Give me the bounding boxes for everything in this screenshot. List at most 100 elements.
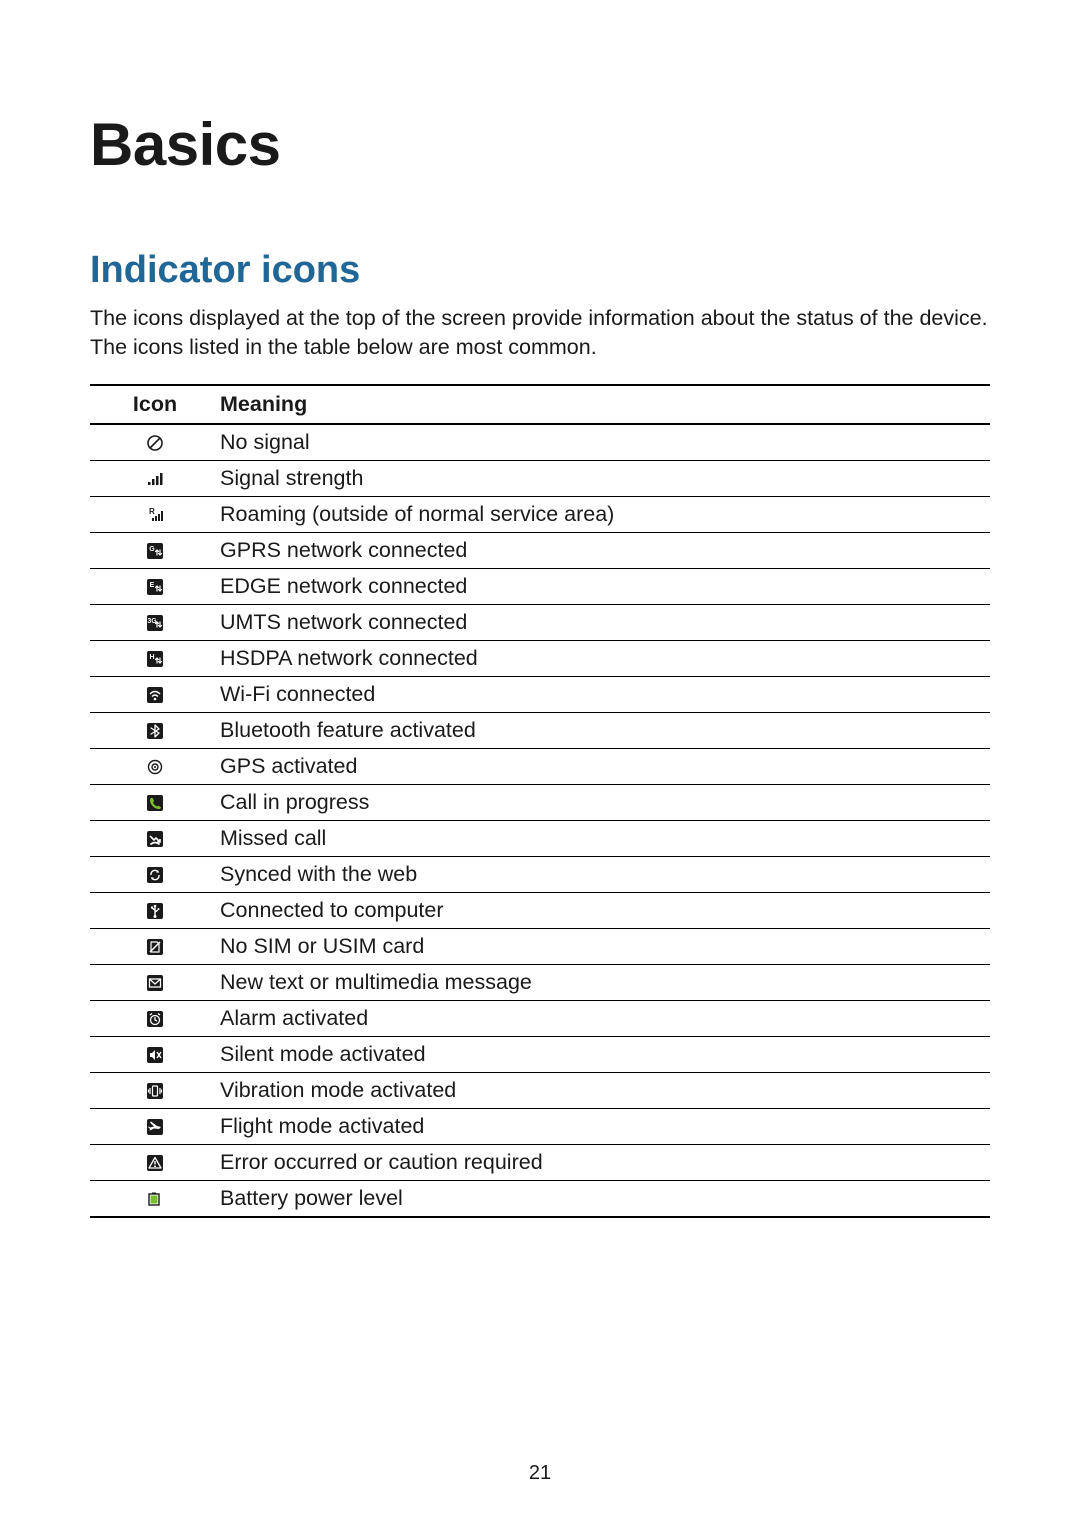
table-row: No SIM or USIM card	[90, 929, 990, 965]
call-icon-cell	[90, 785, 220, 821]
wifi-icon	[145, 685, 165, 705]
section-title: Indicator icons	[90, 249, 990, 292]
sync-icon	[145, 865, 165, 885]
svg-text:G: G	[149, 546, 155, 553]
no-sim-icon	[145, 937, 165, 957]
table-row: Alarm activated	[90, 1001, 990, 1037]
table-row: Missed call	[90, 821, 990, 857]
usb-icon-cell	[90, 893, 220, 929]
bluetooth-icon	[145, 721, 165, 741]
page-number: 21	[0, 1462, 1080, 1485]
meaning-cell: Call in progress	[220, 785, 990, 821]
meaning-cell: Vibration mode activated	[220, 1073, 990, 1109]
intro-paragraph: The icons displayed at the top of the sc…	[90, 304, 990, 362]
meaning-cell: UMTS network connected	[220, 605, 990, 641]
battery-icon	[145, 1189, 165, 1209]
table-row: H HSDPA network connected	[90, 641, 990, 677]
meaning-cell: HSDPA network connected	[220, 641, 990, 677]
error-icon	[145, 1153, 165, 1173]
table-row: G GPRS network connected	[90, 533, 990, 569]
edge-icon-cell: E	[90, 569, 220, 605]
column-header-icon: Icon	[90, 385, 220, 424]
svg-text:H: H	[149, 654, 154, 661]
error-icon-cell	[90, 1145, 220, 1181]
sync-icon-cell	[90, 857, 220, 893]
meaning-cell: Error occurred or caution required	[220, 1145, 990, 1181]
alarm-icon-cell	[90, 1001, 220, 1037]
table-row: 3G UMTS network connected	[90, 605, 990, 641]
meaning-cell: No signal	[220, 424, 990, 461]
hsdpa-icon: H	[145, 649, 165, 669]
signal-icon-cell	[90, 461, 220, 497]
silent-icon	[145, 1045, 165, 1065]
flight-icon	[145, 1117, 165, 1137]
table-row: Wi-Fi connected	[90, 677, 990, 713]
meaning-cell: Wi-Fi connected	[220, 677, 990, 713]
table-row: Connected to computer	[90, 893, 990, 929]
usb-icon	[145, 901, 165, 921]
table-row: Silent mode activated	[90, 1037, 990, 1073]
bluetooth-icon-cell	[90, 713, 220, 749]
silent-icon-cell	[90, 1037, 220, 1073]
table-row: Signal strength	[90, 461, 990, 497]
indicator-icons-table: Icon Meaning No signalSignal strength R Ro…	[90, 384, 990, 1218]
wifi-icon-cell	[90, 677, 220, 713]
column-header-meaning: Meaning	[220, 385, 990, 424]
table-row: GPS activated	[90, 749, 990, 785]
page: Basics Indicator icons The icons display…	[0, 0, 1080, 1527]
missed-call-icon	[145, 829, 165, 849]
meaning-cell: Battery power level	[220, 1181, 990, 1218]
alarm-icon	[145, 1009, 165, 1029]
signal-icon	[145, 469, 165, 489]
page-title: Basics	[90, 110, 990, 179]
table-row: Synced with the web	[90, 857, 990, 893]
meaning-cell: Alarm activated	[220, 1001, 990, 1037]
meaning-cell: Flight mode activated	[220, 1109, 990, 1145]
hsdpa-icon-cell: H	[90, 641, 220, 677]
gps-icon-cell	[90, 749, 220, 785]
meaning-cell: Connected to computer	[220, 893, 990, 929]
meaning-cell: Bluetooth feature activated	[220, 713, 990, 749]
message-icon-cell	[90, 965, 220, 1001]
meaning-cell: Signal strength	[220, 461, 990, 497]
meaning-cell: GPS activated	[220, 749, 990, 785]
battery-icon-cell	[90, 1181, 220, 1218]
vibrate-icon-cell	[90, 1073, 220, 1109]
meaning-cell: Silent mode activated	[220, 1037, 990, 1073]
vibrate-icon	[145, 1081, 165, 1101]
gps-icon	[145, 757, 165, 777]
svg-text:R: R	[149, 507, 155, 516]
meaning-cell: Missed call	[220, 821, 990, 857]
roaming-icon-cell: R	[90, 497, 220, 533]
meaning-cell: GPRS network connected	[220, 533, 990, 569]
table-row: Error occurred or caution required	[90, 1145, 990, 1181]
message-icon	[145, 973, 165, 993]
meaning-cell: Synced with the web	[220, 857, 990, 893]
roaming-icon: R	[145, 505, 165, 525]
meaning-cell: Roaming (outside of normal service area)	[220, 497, 990, 533]
no-signal-icon	[145, 433, 165, 453]
table-row: Call in progress	[90, 785, 990, 821]
table-row: Battery power level	[90, 1181, 990, 1218]
no-sim-icon-cell	[90, 929, 220, 965]
table-row: Bluetooth feature activated	[90, 713, 990, 749]
gprs-icon-cell: G	[90, 533, 220, 569]
meaning-cell: EDGE network connected	[220, 569, 990, 605]
umts-icon-cell: 3G	[90, 605, 220, 641]
table-row: No signal	[90, 424, 990, 461]
table-row: R Roaming (outside of normal service area…	[90, 497, 990, 533]
table-row: New text or multimedia message	[90, 965, 990, 1001]
table-row: Vibration mode activated	[90, 1073, 990, 1109]
call-icon	[145, 793, 165, 813]
table-header-row: Icon Meaning	[90, 385, 990, 424]
flight-icon-cell	[90, 1109, 220, 1145]
meaning-cell: No SIM or USIM card	[220, 929, 990, 965]
table-row: E EDGE network connected	[90, 569, 990, 605]
no-signal-icon-cell	[90, 424, 220, 461]
missed-call-icon-cell	[90, 821, 220, 857]
edge-icon: E	[145, 577, 165, 597]
table-row: Flight mode activated	[90, 1109, 990, 1145]
gprs-icon: G	[145, 541, 165, 561]
meaning-cell: New text or multimedia message	[220, 965, 990, 1001]
umts-icon: 3G	[145, 613, 165, 633]
